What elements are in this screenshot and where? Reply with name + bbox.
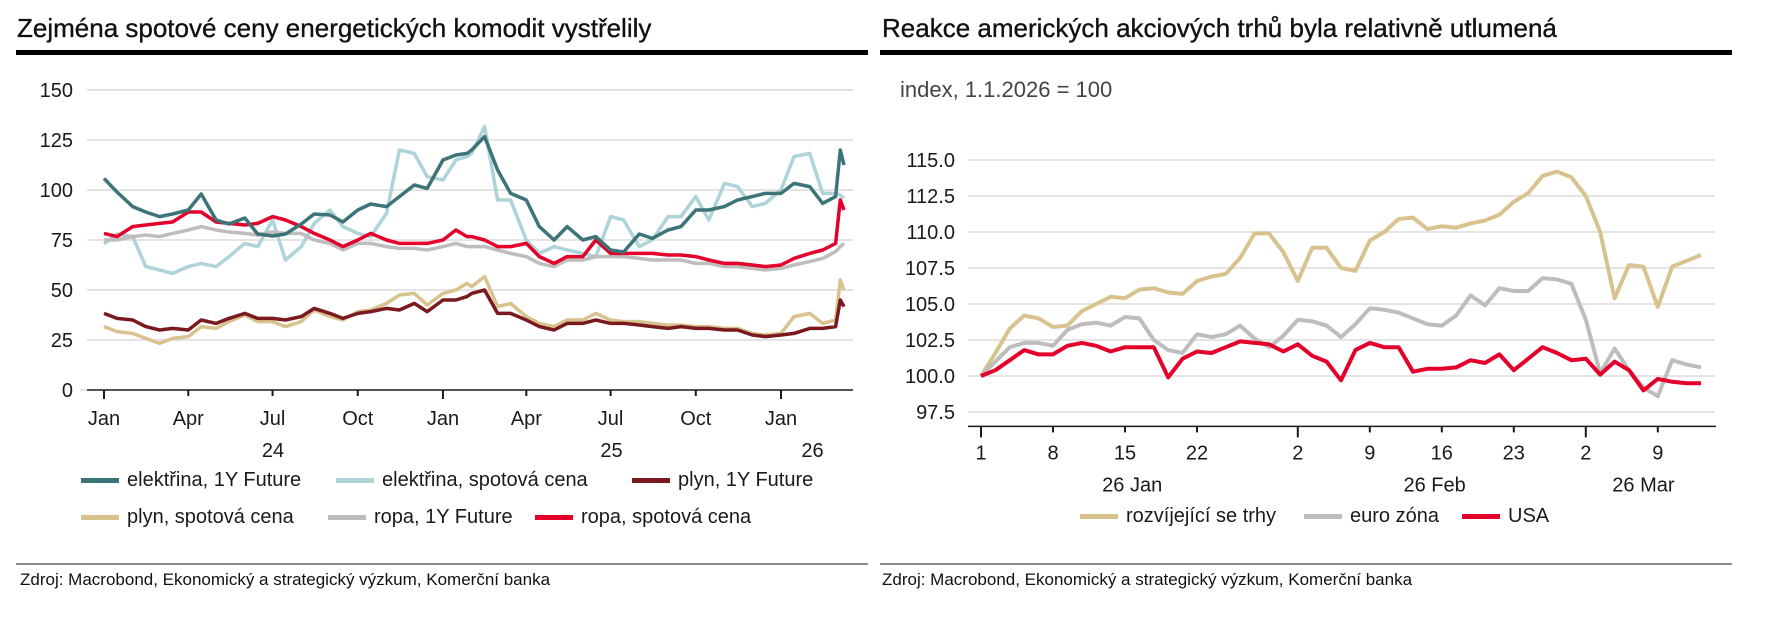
x-tick-label: 2 bbox=[1580, 442, 1591, 464]
x-tick-label: 23 bbox=[1503, 442, 1525, 464]
legend-label: elektřina, 1Y Future bbox=[127, 468, 302, 491]
legend-label: USA bbox=[1508, 504, 1550, 527]
x-month-label: 26 Mar bbox=[1612, 474, 1675, 496]
legend-label: euro zóna bbox=[1350, 504, 1439, 527]
y-tick-label: 100.0 bbox=[905, 366, 955, 388]
x-tick-label: Jul bbox=[260, 408, 286, 430]
x-tick-label: 8 bbox=[1047, 442, 1058, 464]
right-footer-divider bbox=[880, 563, 1732, 565]
x-tick-label: 22 bbox=[1186, 442, 1208, 464]
right-title-divider bbox=[880, 50, 1732, 55]
left-footer-divider bbox=[16, 563, 868, 565]
right-source-note: Zdroj: Macrobond, Ekonomický a strategic… bbox=[882, 570, 1413, 589]
x-tick-label: Oct bbox=[680, 408, 712, 430]
x-tick-label: 16 bbox=[1431, 442, 1453, 464]
y-tick-label: 25 bbox=[51, 330, 73, 352]
legend-swatch bbox=[1462, 513, 1500, 519]
x-year-label: 26 bbox=[801, 440, 823, 462]
series-line-euro-z-na bbox=[979, 276, 1702, 399]
legend-item-plyn-future: plyn, 1Y Future bbox=[632, 468, 813, 492]
legend-item-plyn-spot: plyn, spotová cena bbox=[81, 505, 294, 529]
left-title-divider bbox=[16, 50, 868, 55]
right-plot-area: 97.5 100.0 102.5 105.0 107.5 110.0 112.5 115.0 1… bbox=[905, 150, 1716, 496]
legend-swatch bbox=[535, 514, 573, 520]
legend-swatch bbox=[81, 477, 119, 483]
legend-label: ropa, spotová cena bbox=[581, 505, 752, 528]
legend-item-usa: USA bbox=[1462, 504, 1549, 528]
legend-label: elektřina, spotová cena bbox=[382, 468, 588, 491]
y-tick-label: 100 bbox=[40, 180, 73, 202]
legend-item-euro-zone: euro zóna bbox=[1304, 504, 1439, 528]
x-tick-label: Jan bbox=[765, 408, 797, 430]
x-tick-label: Oct bbox=[342, 408, 374, 430]
y-tick-label: 102.5 bbox=[905, 330, 955, 352]
legend-item-ropa-spot: ropa, spotová cena bbox=[535, 505, 751, 529]
legend-item-elektrina-spot: elektřina, spotová cena bbox=[336, 468, 588, 492]
legend-item-ropa-future: ropa, 1Y Future bbox=[328, 505, 513, 529]
legend-swatch bbox=[336, 477, 374, 483]
y-tick-label: 150 bbox=[40, 80, 73, 102]
y-tick-label: 50 bbox=[51, 280, 73, 302]
x-month-label: 26 Feb bbox=[1403, 474, 1465, 496]
x-tick-label: Apr bbox=[173, 408, 204, 430]
y-tick-label: 0 bbox=[62, 380, 73, 402]
legend-label: plyn, spotová cena bbox=[127, 505, 294, 528]
legend-label: rozvíjející se trhy bbox=[1126, 504, 1277, 527]
series-line-plyn-spotov-cena bbox=[103, 274, 846, 346]
left-plot-area: 0 25 50 75 100 125 150 Jan Apr Jul Oct Jan Apr Jul Oct… bbox=[40, 80, 853, 462]
y-tick-label: 110.0 bbox=[906, 222, 955, 244]
x-tick-label: 2 bbox=[1292, 442, 1303, 464]
series-line-ropa-1Y-Future bbox=[104, 224, 846, 272]
legend-swatch bbox=[632, 477, 670, 483]
series-line-USA bbox=[980, 339, 1701, 393]
legend-label: ropa, 1Y Future bbox=[374, 505, 513, 528]
x-year-label: 25 bbox=[600, 440, 622, 462]
legend-swatch bbox=[1080, 513, 1118, 519]
x-tick-label: 1 bbox=[975, 442, 986, 464]
series-line-ropa-spotov-cena bbox=[103, 198, 846, 269]
legend-label: plyn, 1Y Future bbox=[678, 468, 814, 491]
x-tick-label: Apr bbox=[511, 408, 542, 430]
legend-swatch bbox=[1304, 513, 1342, 519]
x-year-label: 24 bbox=[262, 440, 284, 462]
x-tick-label: Jan bbox=[88, 408, 120, 430]
series-line-plyn-1Y-Future bbox=[103, 288, 846, 339]
legend-item-elektrina-future: elektřina, 1Y Future bbox=[81, 468, 301, 492]
y-tick-label: 75 bbox=[51, 230, 73, 252]
y-tick-label: 105.0 bbox=[905, 294, 955, 316]
x-month-label: 26 Jan bbox=[1102, 474, 1162, 496]
x-tick-label: 9 bbox=[1652, 442, 1663, 464]
left-source-note: Zdroj: Macrobond, Ekonomický a strategic… bbox=[20, 570, 551, 589]
x-tick-label: 9 bbox=[1364, 442, 1375, 464]
y-tick-label: 107.5 bbox=[905, 258, 955, 280]
x-tick-label: Jan bbox=[427, 408, 459, 430]
y-tick-label: 97.5 bbox=[916, 402, 955, 424]
legend-swatch bbox=[81, 514, 119, 520]
y-tick-label: 115.0 bbox=[906, 150, 955, 172]
legend-swatch bbox=[328, 514, 366, 520]
y-tick-label: 125 bbox=[40, 130, 73, 152]
left-chart-title: Zejména spotové ceny energetických komod… bbox=[17, 13, 652, 43]
series-line-elekt-ina-1Y-Future bbox=[102, 134, 846, 254]
right-chart-subtitle: index, 1.1.2026 = 100 bbox=[900, 77, 1113, 102]
legend-item-emerging-markets: rozvíjející se trhy bbox=[1080, 504, 1276, 528]
x-tick-label: 15 bbox=[1114, 442, 1136, 464]
series-line-elekt-ina-spotov-cena bbox=[102, 124, 846, 276]
series-line-rozv-jej-c-se-trhy bbox=[979, 169, 1702, 378]
y-tick-label: 112.5 bbox=[906, 186, 955, 208]
right-chart-title: Reakce amerických akciových trhů byla re… bbox=[882, 13, 1557, 43]
x-tick-label: Jul bbox=[598, 408, 624, 430]
